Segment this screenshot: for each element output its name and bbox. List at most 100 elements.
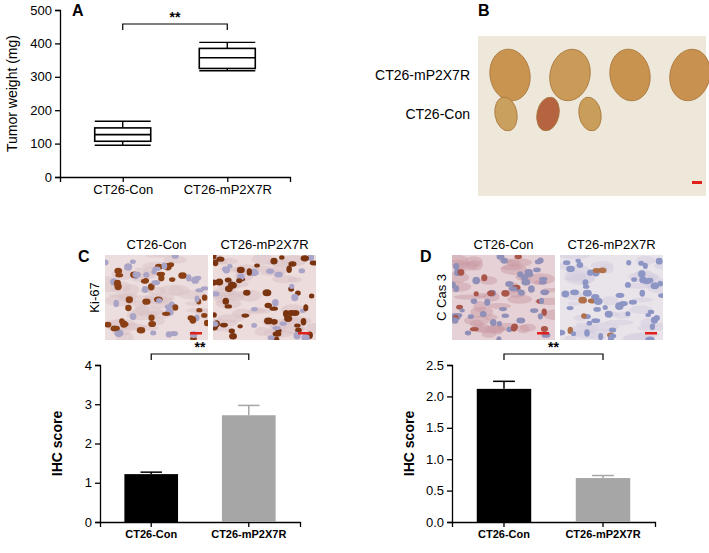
- ihc-nucleus: [254, 263, 260, 267]
- ihc-nucleus: [272, 326, 280, 330]
- error-cap: [592, 475, 614, 477]
- y-tick: 0.5: [426, 483, 452, 498]
- y-axis-line: [95, 366, 101, 523]
- ihc-nucleus: [105, 322, 111, 328]
- y-axis: 01234: [85, 358, 101, 530]
- ihc-nucleus: [582, 279, 588, 286]
- ihc-nucleus: [578, 297, 587, 304]
- y-tick-label: 0.5: [426, 483, 444, 498]
- box: [95, 128, 151, 141]
- ihc-nucleus: [105, 260, 109, 266]
- ihc-stroma: [263, 317, 278, 326]
- ihc-nucleus: [646, 278, 654, 283]
- x-tick-label: CT26-Con: [93, 182, 153, 197]
- ihc-nucleus: [154, 296, 163, 302]
- ihc-nucleus: [289, 284, 294, 289]
- ihc-nucleus: [468, 314, 474, 319]
- ihc-stroma: [237, 290, 261, 302]
- ihc-nucleus: [124, 263, 132, 270]
- y-tick-label: 100: [30, 136, 52, 151]
- ihc-nucleus: [273, 331, 282, 337]
- ihc-nucleus: [113, 300, 119, 307]
- ihc-nucleus: [533, 268, 541, 273]
- y-tick-mark: [95, 483, 100, 484]
- ihc-nucleus: [152, 266, 160, 271]
- panel-letter: A: [72, 2, 84, 19]
- ihc-stroma: [452, 282, 471, 293]
- ihc-nucleus: [474, 291, 479, 296]
- x-tick-label: CT26-mP2X7R: [184, 182, 272, 197]
- ihc-nucleus: [561, 290, 569, 297]
- x-tick-mark: [503, 522, 504, 527]
- bar: [222, 415, 276, 522]
- y-tick: 2: [85, 436, 100, 451]
- y-tick: 4: [85, 358, 100, 373]
- ihc-stroma: [605, 320, 634, 326]
- ihc-nucleus: [274, 272, 283, 278]
- y-tick: 0: [45, 170, 60, 185]
- ihc-stroma: [216, 299, 241, 309]
- ihc-nucleus: [625, 282, 631, 288]
- significance-label: **: [170, 9, 181, 25]
- y-tick-mark: [55, 77, 60, 78]
- ihc-nucleus: [236, 278, 242, 283]
- x-tick: CT26-mP2X7R: [211, 522, 286, 540]
- y-tick-mark: [55, 177, 60, 178]
- ihc-nucleus: [119, 318, 124, 324]
- ihc-nucleus: [535, 260, 542, 265]
- ihc-nucleus: [650, 323, 655, 329]
- ihc-nucleus: [598, 333, 603, 340]
- y-tick-mark: [55, 10, 60, 11]
- ihc-nucleus: [268, 335, 275, 340]
- tumor: [576, 95, 604, 132]
- y-tick-label: 0: [45, 170, 52, 185]
- y-tick: 1: [85, 475, 100, 490]
- ihc-nucleus: [638, 270, 645, 277]
- whisker: [227, 42, 228, 48]
- box: [199, 48, 255, 68]
- plot-area: [124, 405, 275, 522]
- ihc-nucleus: [295, 327, 302, 332]
- y-axis-line: [55, 11, 61, 178]
- ihc-nucleus: [142, 286, 149, 293]
- ihc-nucleus: [302, 334, 310, 340]
- y-tick-label: 200: [30, 103, 52, 118]
- y-tick-label: 2.0: [426, 389, 444, 404]
- tumor: [545, 45, 595, 104]
- ihc-nucleus: [279, 322, 286, 326]
- image-row-title: C Cas 3: [434, 274, 449, 321]
- ihc-nucleus: [658, 293, 663, 298]
- ihc-nucleus: [225, 304, 232, 308]
- ihc-nucleus: [501, 258, 508, 264]
- ihc-nucleus: [496, 336, 501, 340]
- ihc-nucleus: [151, 280, 160, 285]
- ihc-nucleus: [591, 318, 600, 323]
- ihc-nucleus: [213, 280, 217, 286]
- whisker-cap: [95, 121, 151, 122]
- ihc-nucleus: [497, 321, 502, 326]
- ihc-nucleus: [521, 279, 530, 285]
- x-tick-mark: [248, 522, 249, 527]
- ihc-nucleus: [570, 289, 579, 295]
- ihc-nucleus: [237, 324, 242, 328]
- ihc-nucleus: [125, 305, 132, 311]
- panel-letter: D: [420, 248, 432, 265]
- ihc-nucleus: [587, 321, 593, 326]
- x-tick-label: CT26-Con: [125, 528, 177, 540]
- ihc-nucleus: [654, 315, 660, 321]
- ihc-nucleus: [265, 303, 272, 308]
- ihc-nucleus: [272, 299, 279, 306]
- ihc-nucleus: [566, 266, 575, 272]
- ihc-nucleus: [310, 261, 316, 266]
- tumor: [534, 95, 563, 133]
- figure: A0100200300400500CT26-ConCT26-mP2X7RTumo…: [0, 0, 709, 553]
- ihc-nucleus: [581, 313, 586, 318]
- ihc-nucleus: [213, 291, 220, 296]
- ihc-stroma: [168, 286, 183, 296]
- ihc-nucleus: [540, 290, 549, 296]
- ihc-nucleus: [243, 290, 250, 296]
- ihc-nucleus: [162, 262, 168, 269]
- ihc-nucleus: [247, 268, 252, 275]
- ihc-nucleus: [584, 329, 590, 337]
- error-cap: [238, 405, 259, 407]
